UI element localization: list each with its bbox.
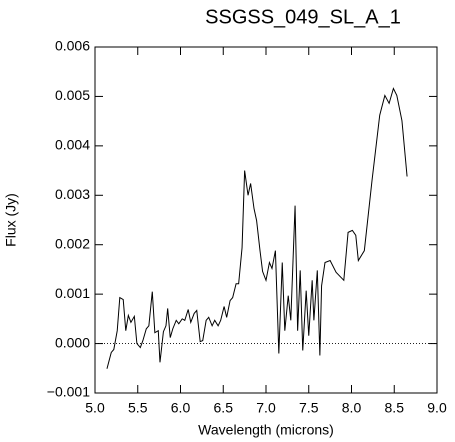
data-line (106, 87, 408, 369)
x-tick-label: 9.0 (427, 400, 447, 416)
y-tick-label: 0.001 (55, 285, 90, 301)
chart-title: SSGSS_049_SL_A_1 (205, 6, 401, 28)
x-axis-label: Wavelength (microns) (198, 422, 334, 438)
x-tick-label: 7.5 (299, 400, 319, 416)
x-tick-label: 5.0 (85, 400, 105, 416)
y-tick-label: 0.004 (55, 137, 90, 153)
x-tick-label: 8.0 (342, 400, 362, 416)
y-tick-label: −0.001 (47, 384, 90, 400)
plot-frame (94, 46, 438, 394)
y-tick-label: 0.005 (55, 87, 90, 103)
x-tick-label: 7.0 (256, 400, 276, 416)
y-tick-label: 0.006 (55, 38, 90, 54)
x-tick-label: 8.5 (385, 400, 405, 416)
x-tick-label: 5.5 (128, 400, 148, 416)
y-tick-label: 0.002 (55, 235, 90, 251)
y-tick-label: 0.003 (55, 186, 90, 202)
y-axis-label: Flux (Jy) (3, 193, 19, 247)
y-tick-label: 0.000 (55, 334, 90, 350)
x-tick-label: 6.5 (214, 400, 234, 416)
x-tick-label: 6.0 (171, 400, 191, 416)
